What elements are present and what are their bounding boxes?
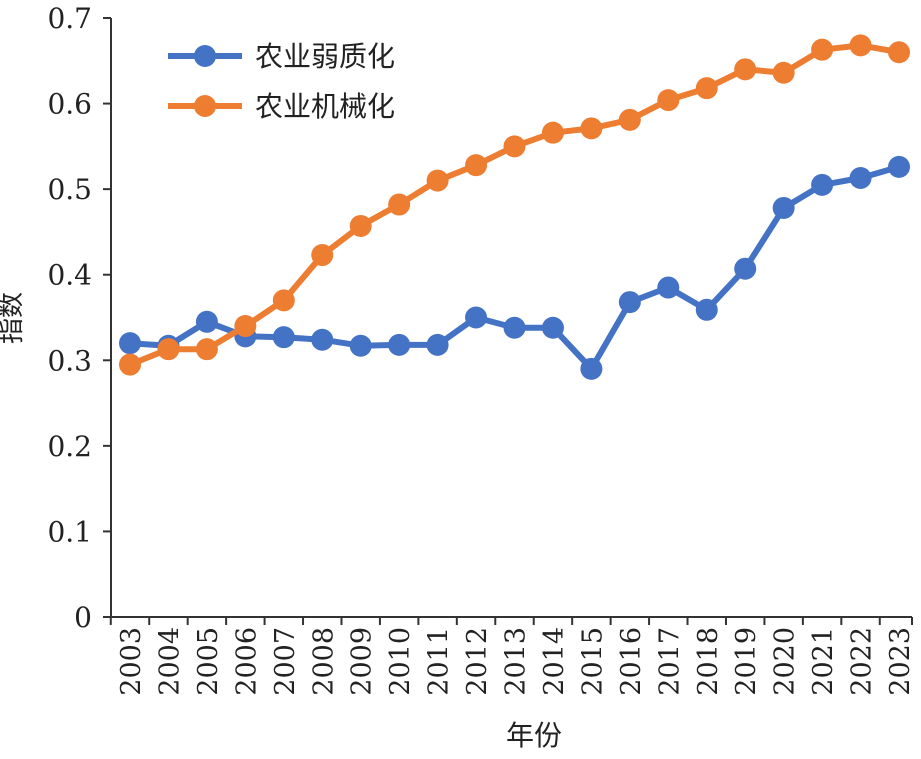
x-tick-label: 2012	[462, 627, 493, 696]
data-point	[388, 193, 411, 216]
data-point	[234, 315, 257, 338]
data-point	[195, 310, 218, 333]
x-tick-label: 2021	[808, 627, 839, 696]
data-point	[618, 108, 641, 131]
data-point	[349, 334, 372, 357]
data-point	[272, 289, 295, 312]
data-point	[541, 316, 564, 339]
y-ticks	[103, 17, 111, 618]
y-tick-label: 0.5	[47, 173, 92, 206]
data-point	[119, 353, 141, 376]
data-point	[426, 169, 449, 192]
legend-label: 农业弱质化	[255, 40, 395, 73]
y-tick-label: 0	[74, 601, 92, 634]
data-point	[811, 173, 834, 196]
x-tick-label: 2014	[539, 627, 570, 696]
y-tick-label: 0.1	[47, 515, 92, 548]
x-tick-label: 2004	[154, 627, 185, 696]
data-point	[503, 135, 526, 158]
data-point	[618, 291, 641, 314]
x-tick-label: 2015	[577, 627, 608, 696]
x-tick-label: 2013	[501, 627, 532, 696]
x-ticks	[109, 617, 913, 625]
data-point	[734, 58, 757, 81]
x-tick-label: 2023	[885, 627, 916, 696]
data-point	[888, 155, 910, 178]
data-point	[695, 77, 718, 100]
data-point	[772, 61, 795, 84]
data-point	[311, 244, 334, 267]
data-point	[465, 154, 488, 177]
y-tick-label: 0.3	[47, 344, 92, 377]
data-point	[311, 328, 334, 351]
y-tick-label: 0.4	[47, 259, 92, 292]
data-point	[426, 333, 449, 356]
data-point	[849, 34, 872, 57]
data-point	[195, 338, 218, 361]
data-point	[580, 117, 603, 140]
data-point	[503, 316, 526, 339]
data-point	[388, 333, 411, 356]
x-tick-label: 2003	[116, 627, 147, 696]
data-point	[811, 38, 834, 61]
x-tick-label: 2016	[616, 627, 647, 696]
x-tick-label: 2006	[231, 627, 262, 696]
series-1	[119, 155, 910, 380]
legend-label: 农业机械化	[255, 90, 395, 123]
series-2	[119, 34, 910, 376]
x-tick-label: 2020	[770, 627, 801, 696]
x-axis-title: 年份	[506, 719, 562, 752]
x-tick-label: 2018	[693, 627, 724, 696]
data-point	[349, 214, 372, 237]
y-axis-title: 指数	[0, 292, 27, 344]
legend-swatch-marker	[194, 45, 216, 67]
x-tick-label: 2017	[654, 627, 685, 696]
data-point	[849, 167, 872, 190]
data-point	[157, 338, 180, 361]
x-tick-label: 2019	[731, 627, 762, 696]
x-tick-label: 2022	[847, 627, 878, 696]
series-layer	[119, 34, 910, 380]
x-tick-label: 2010	[385, 627, 416, 696]
data-point	[657, 276, 680, 299]
data-point	[465, 306, 488, 329]
y-tick-label: 0.2	[47, 430, 92, 463]
x-tick-label: 2011	[424, 627, 455, 696]
data-point	[272, 326, 295, 349]
data-point	[657, 89, 680, 112]
y-tick-label: 0.6	[47, 88, 92, 121]
x-tick-label: 2009	[347, 627, 378, 696]
data-point	[888, 41, 910, 64]
y-tick-label: 0.7	[47, 2, 92, 35]
data-point	[541, 121, 564, 144]
data-point	[119, 332, 141, 355]
x-tick-label: 2005	[193, 627, 224, 696]
y-tick-labels: 0 0.1 0.2 0.3 0.4 0.5 0.6 0.7	[47, 2, 92, 634]
data-point	[580, 357, 603, 380]
data-point	[734, 257, 757, 280]
data-point	[695, 298, 718, 321]
x-tick-label: 2008	[308, 627, 339, 696]
legend-swatch-marker	[194, 95, 216, 117]
x-tick-label: 2007	[270, 627, 301, 696]
x-tick-labels: 2003 2004 2005 2006 2007 2008 2009 2010 2011 2012…	[116, 627, 916, 696]
data-point	[772, 196, 795, 219]
